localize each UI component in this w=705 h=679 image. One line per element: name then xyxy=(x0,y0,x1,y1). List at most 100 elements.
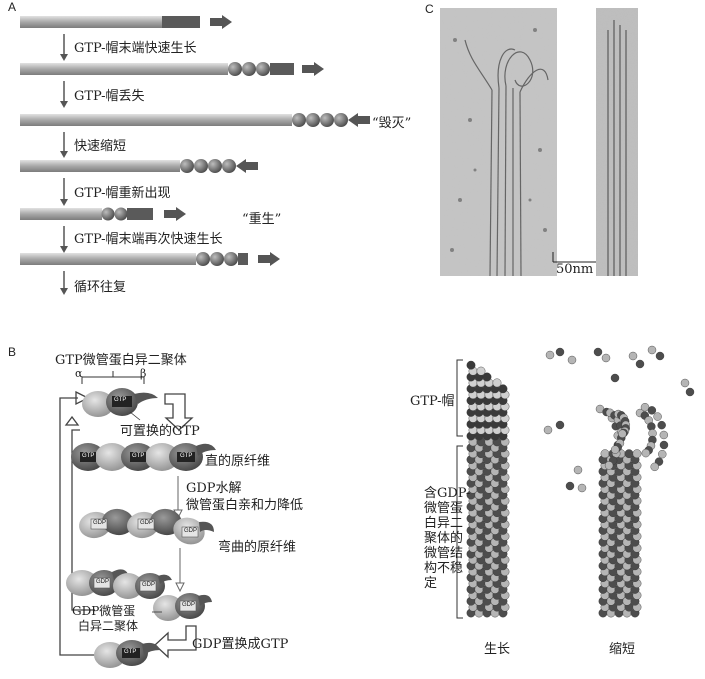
unstable-line: 白异二 xyxy=(424,516,464,531)
gtp-dimer-bottom xyxy=(94,640,160,668)
gtp-tag: GTP xyxy=(82,453,95,459)
gtp-dimer-top xyxy=(82,388,158,417)
tubulin-subunit xyxy=(543,425,553,435)
unstable-line: 微管结 xyxy=(424,546,464,561)
exchangeable-gtp-label: 可置换的GTP xyxy=(120,424,200,439)
tubulin-subunit xyxy=(610,445,620,454)
tubulin-subunit xyxy=(555,420,565,430)
gdp-dimer-label-2: 白异二聚体 xyxy=(78,619,139,633)
tubulin-subunit xyxy=(628,351,638,361)
tubulin-subunit xyxy=(573,465,583,475)
tubulin-subunit xyxy=(545,350,555,360)
scale-bar-label: 50nm xyxy=(556,262,594,277)
microtubule-row-3 xyxy=(20,113,370,127)
tubulin-subunit xyxy=(492,378,502,388)
gdp-dimers xyxy=(66,569,172,599)
em-image-growing xyxy=(440,8,598,277)
tubulin-subunit xyxy=(565,481,575,491)
tubulin-subunit xyxy=(647,406,657,415)
gdp-tag: GDP xyxy=(93,520,107,526)
gdp-tag: GDP xyxy=(140,520,154,526)
panel-b-letter: B xyxy=(8,345,17,359)
grow-arrow-icon xyxy=(258,252,280,266)
tubulin-subunit xyxy=(498,384,508,394)
tubulin-subunit xyxy=(577,483,587,493)
tubulin-subunit xyxy=(641,448,651,458)
tubulin-subunit xyxy=(567,355,577,365)
unstable-line: 含GDP- xyxy=(424,486,471,501)
gdp-tag: GDP xyxy=(142,582,156,588)
tubulin-subunit xyxy=(659,440,669,450)
gtp-tag: GTP xyxy=(180,453,193,459)
unstable-line: 构不稳 xyxy=(424,561,464,576)
microtubule-row-5 xyxy=(20,207,186,221)
unstable-line: 定 xyxy=(424,576,438,591)
tubulin-subunit xyxy=(635,359,645,369)
grow-arrow-icon xyxy=(210,15,232,29)
gtp-cap-label: GTP-帽 xyxy=(410,394,455,409)
tubulin-subunit xyxy=(647,345,657,355)
tubulin-subunit xyxy=(655,351,665,361)
alpha-label: α xyxy=(75,367,83,380)
tubulin-subunit xyxy=(657,420,666,430)
tubulin-subunit xyxy=(653,412,662,421)
tubulin-subunit xyxy=(476,366,486,376)
microtubule-row-6 xyxy=(20,252,280,266)
grow-arrow-icon xyxy=(164,207,186,221)
tubulin-subunit xyxy=(659,430,669,440)
hydrolysis-label-1: GDP水解 xyxy=(186,481,242,496)
microtubule-row-2 xyxy=(20,62,324,76)
shrink-arrow-icon xyxy=(348,113,370,127)
tubulin-subunit xyxy=(610,373,620,383)
microtubule-row-1 xyxy=(20,15,232,29)
hydrolysis-label-2: 微管蛋白亲和力降低 xyxy=(186,498,304,513)
step-label-6: 循环往复 xyxy=(74,280,127,295)
shrinking-microtubule xyxy=(543,345,695,618)
catastrophe-label: “毁灭” xyxy=(372,116,412,131)
straight-protofilament xyxy=(71,443,216,471)
microtubule-row-4 xyxy=(20,159,258,173)
tubulin-subunit xyxy=(624,449,634,459)
tubulin-subunit xyxy=(650,462,659,472)
tubulin-subunit xyxy=(618,429,627,438)
tubulin-subunit xyxy=(555,347,565,357)
curved-protofilament-label: 弯曲的原纤维 xyxy=(218,540,297,555)
curved-protofilament xyxy=(79,508,214,545)
tubulin-subunit xyxy=(632,449,642,459)
shrinking-label: 缩短 xyxy=(609,642,636,657)
em-image-microtubule xyxy=(596,8,638,276)
step-label-2: GTP-帽丢失 xyxy=(74,89,145,104)
tubulin-subunit xyxy=(466,360,476,370)
tubulin-subunit xyxy=(482,372,492,382)
gdp-dimer-label-1: GDP微管蛋 xyxy=(72,604,136,618)
step-label-5: GTP-帽末端再次快速生长 xyxy=(74,232,223,247)
growing-label: 生长 xyxy=(484,642,511,657)
gtp-dimer-title: GTP微管蛋白异二聚体 xyxy=(55,353,187,368)
unstable-label: 含GDP- 微管蛋 白异二 聚体的 微管结 构不稳 定 xyxy=(424,486,470,591)
tubulin-subunit xyxy=(640,403,650,412)
straight-protofilament-label: 直的原纤维 xyxy=(205,454,271,469)
gdp-tag: GDP xyxy=(182,602,196,608)
grow-arrow-icon xyxy=(302,62,324,76)
panel-c-letter: C xyxy=(425,2,434,16)
gdp-dimer-single xyxy=(153,593,212,621)
gdp-tag: GDP xyxy=(184,528,198,534)
tubulin-subunit xyxy=(601,353,611,363)
gtp-tag: GTP xyxy=(114,397,127,403)
tubulin-subunit xyxy=(680,378,690,388)
step-label-1: GTP-帽末端快速生长 xyxy=(74,41,197,56)
tubulin-subunit xyxy=(658,449,667,459)
tubulin-subunit xyxy=(593,347,603,357)
gtp-tag: GTP xyxy=(132,453,145,459)
growing-microtubule xyxy=(466,360,510,618)
unstable-line: 微管蛋 xyxy=(424,501,464,516)
gtp-tag: GTP xyxy=(124,649,137,655)
shrink-arrow-icon xyxy=(236,159,258,173)
gdp-tag: GDP xyxy=(96,579,110,585)
tubulin-subunit xyxy=(604,461,614,470)
unstable-line: 聚体的 xyxy=(424,531,464,546)
